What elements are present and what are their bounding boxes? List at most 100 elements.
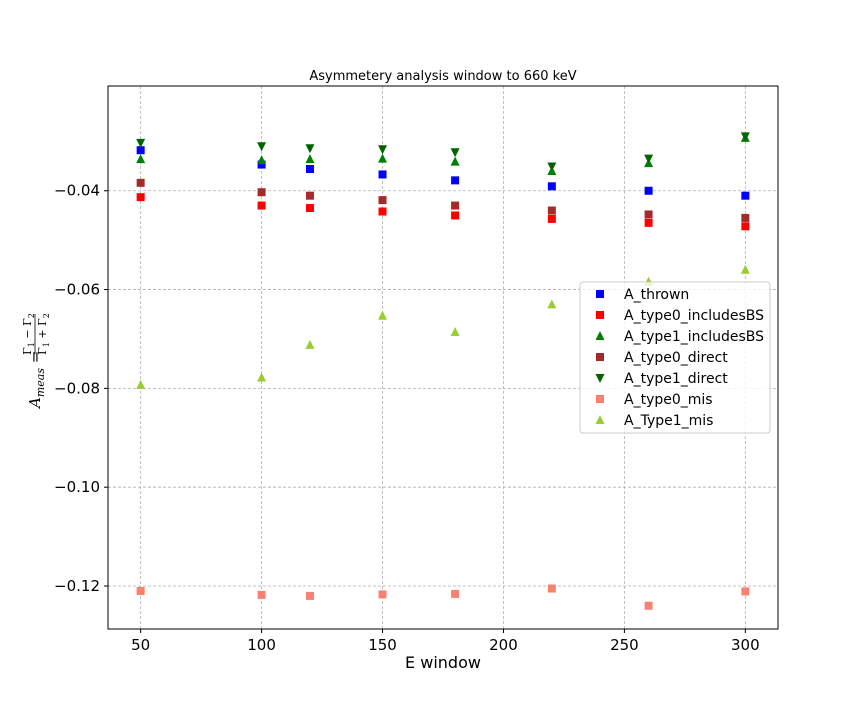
series-A_type1_direct bbox=[136, 132, 750, 172]
data-point bbox=[547, 182, 556, 191]
data-point bbox=[257, 372, 267, 382]
legend-label: A_Type1_mis bbox=[624, 413, 713, 429]
series-A_type0_direct bbox=[136, 178, 750, 222]
data-point bbox=[257, 160, 266, 169]
legend-marker bbox=[595, 331, 605, 340]
data-point bbox=[136, 154, 146, 164]
legend-label: A_thrown bbox=[624, 287, 689, 303]
data-point bbox=[378, 310, 388, 320]
x-tick-label: 150 bbox=[368, 636, 397, 654]
data-point bbox=[547, 299, 557, 309]
y-axis: −0.12 −0.10 −0.08 −0.06 −0.04 bbox=[54, 182, 108, 595]
data-point bbox=[740, 264, 750, 274]
data-point bbox=[547, 206, 556, 215]
data-point bbox=[136, 138, 146, 148]
legend-label: A_type0_mis bbox=[624, 392, 713, 408]
legend-item: A_Type1_mis bbox=[595, 413, 713, 429]
data-point bbox=[644, 186, 653, 195]
x-tick-label: 300 bbox=[731, 636, 760, 654]
series-A_type0_includesBS bbox=[136, 193, 750, 231]
data-point bbox=[378, 196, 387, 205]
x-tick-label: 250 bbox=[610, 636, 639, 654]
data-point bbox=[451, 211, 460, 220]
data-point bbox=[305, 204, 314, 213]
data-point bbox=[451, 176, 460, 185]
data-point bbox=[305, 191, 314, 200]
legend-marker bbox=[595, 374, 605, 383]
data-point bbox=[257, 188, 266, 197]
legend-item: A_type1_includesBS bbox=[595, 329, 764, 345]
legend-item: A_type0_mis bbox=[596, 392, 713, 408]
x-tick-label: 200 bbox=[489, 636, 518, 654]
grid bbox=[108, 86, 778, 629]
legend-label: A_type0_includesBS bbox=[624, 308, 764, 324]
data-point bbox=[450, 327, 460, 337]
data-point bbox=[305, 144, 315, 154]
data-point bbox=[378, 590, 387, 599]
data-point bbox=[257, 590, 266, 599]
svg-text:Γ1 + Γ2: Γ1 + Γ2 bbox=[36, 313, 51, 355]
data-point bbox=[136, 379, 146, 389]
data-point bbox=[136, 586, 145, 595]
legend-label: A_type0_direct bbox=[624, 350, 728, 366]
y-tick-label: −0.10 bbox=[54, 478, 100, 496]
legend-label: A_type1_includesBS bbox=[624, 329, 764, 345]
data-point bbox=[451, 201, 460, 210]
data-point bbox=[257, 155, 267, 165]
legend-marker bbox=[596, 290, 604, 298]
x-tick-label: 100 bbox=[247, 636, 276, 654]
data-point bbox=[741, 191, 750, 200]
data-point bbox=[741, 213, 750, 222]
data-point bbox=[378, 153, 388, 163]
legend-item: A_type1_direct bbox=[595, 371, 728, 387]
legend-item: A_type0_direct bbox=[596, 350, 728, 366]
data-point bbox=[305, 165, 314, 174]
data-point bbox=[378, 145, 388, 155]
y-tick-label: −0.12 bbox=[54, 577, 100, 595]
data-point bbox=[644, 154, 654, 164]
data-point bbox=[741, 587, 750, 596]
svg-text:Γ1 − Γ2: Γ1 − Γ2 bbox=[21, 313, 36, 355]
data-point bbox=[741, 222, 750, 231]
data-point bbox=[136, 178, 145, 187]
legend-marker bbox=[596, 395, 604, 403]
y-tick-label: −0.06 bbox=[54, 281, 100, 299]
svg-text:Ameas =: Ameas = bbox=[26, 351, 47, 410]
data-point bbox=[136, 146, 145, 155]
data-point bbox=[257, 142, 267, 152]
data-point bbox=[644, 601, 653, 610]
series-A_thrown bbox=[136, 146, 750, 200]
series-A_type0_mis bbox=[136, 584, 750, 610]
data-points bbox=[136, 132, 750, 610]
data-point bbox=[547, 584, 556, 593]
data-point bbox=[547, 162, 557, 172]
data-point bbox=[644, 218, 653, 227]
legend-item: A_type0_includesBS bbox=[596, 308, 764, 324]
legend-marker bbox=[595, 415, 605, 424]
data-point bbox=[547, 214, 556, 223]
data-point bbox=[378, 207, 387, 216]
data-point bbox=[644, 210, 653, 219]
data-point bbox=[378, 170, 387, 179]
data-point bbox=[305, 591, 314, 600]
data-point bbox=[450, 148, 460, 158]
y-tick-label: −0.08 bbox=[54, 379, 100, 397]
legend-item: A_thrown bbox=[596, 287, 689, 303]
y-tick-label: −0.04 bbox=[54, 182, 100, 200]
chart-title: Asymmetery analysis window to 660 keV bbox=[309, 69, 576, 84]
legend: A_thrown A_type0_includesBS A_type1_includ… bbox=[579, 281, 771, 434]
data-point bbox=[305, 339, 315, 349]
legend-label: A_type1_direct bbox=[624, 371, 728, 387]
data-point bbox=[305, 154, 315, 164]
x-tick-label: 50 bbox=[131, 636, 150, 654]
plot-frame bbox=[107, 85, 779, 630]
x-axis-label: E window bbox=[405, 653, 481, 672]
data-point bbox=[450, 156, 460, 166]
data-point bbox=[136, 193, 145, 202]
data-point bbox=[257, 201, 266, 210]
legend-marker bbox=[596, 311, 604, 319]
data-point bbox=[451, 589, 460, 598]
legend-box bbox=[579, 281, 771, 434]
x-axis: 50 100 150 200 250 300 bbox=[131, 629, 760, 654]
